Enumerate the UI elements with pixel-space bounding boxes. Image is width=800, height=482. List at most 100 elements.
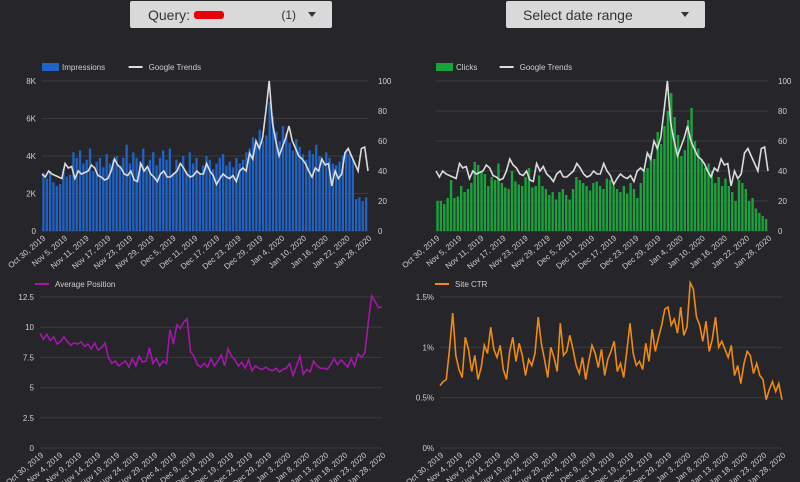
bar — [747, 201, 751, 231]
bar — [727, 186, 731, 231]
bar — [595, 181, 598, 231]
bar — [460, 186, 463, 231]
bar — [707, 163, 710, 231]
y-tick-label: 0.5% — [416, 394, 434, 403]
bar — [510, 171, 514, 231]
legend-label: Average Position — [55, 280, 115, 289]
bar — [308, 150, 311, 231]
bar — [182, 156, 185, 231]
bar — [581, 183, 585, 231]
bar — [188, 152, 191, 231]
y2-tick-label: 20 — [378, 197, 387, 206]
bar — [456, 196, 460, 231]
bar — [122, 157, 125, 231]
bar — [585, 186, 588, 231]
bar — [632, 189, 636, 231]
bar — [466, 189, 470, 231]
date-range-dropdown[interactable]: Select date range — [506, 1, 705, 28]
bar — [338, 161, 341, 231]
bar — [680, 156, 683, 231]
bar — [321, 161, 325, 231]
bar — [629, 183, 632, 231]
bar — [734, 201, 737, 231]
bar — [500, 183, 504, 231]
query-filter-label: Query: — [148, 6, 191, 23]
bar — [72, 152, 75, 231]
bar — [345, 150, 348, 231]
bar — [65, 176, 68, 231]
bar — [178, 167, 182, 231]
y-tick-label: 4K — [26, 152, 36, 161]
bar — [754, 208, 758, 231]
bar — [155, 165, 158, 231]
bar — [575, 177, 578, 231]
bar — [504, 187, 507, 231]
bar — [258, 129, 261, 231]
google-trends-line — [41, 80, 369, 187]
bar — [285, 133, 288, 231]
bar — [42, 172, 45, 231]
bar — [95, 161, 98, 231]
bar — [265, 135, 268, 231]
bar — [148, 159, 152, 231]
bar — [493, 180, 497, 231]
bar — [527, 168, 531, 231]
y-tick-label: 0 — [30, 444, 35, 453]
bar — [112, 159, 115, 231]
y-tick-label: 10 — [25, 323, 34, 332]
bar — [142, 148, 145, 231]
bar — [714, 183, 717, 231]
legend-label: Site CTR — [455, 280, 488, 289]
bar — [218, 157, 221, 231]
bar — [68, 174, 72, 231]
bar — [152, 152, 155, 231]
bar — [676, 135, 680, 231]
bar — [52, 182, 55, 231]
bar — [48, 171, 52, 231]
bar — [463, 192, 466, 231]
bar — [198, 172, 201, 231]
bar — [55, 186, 58, 231]
bar — [288, 142, 291, 231]
query-filter-dropdown[interactable]: Query: (1) — [130, 1, 332, 28]
bar — [602, 189, 605, 231]
y-tick-label: 6K — [26, 115, 36, 124]
bar — [328, 157, 331, 231]
bar — [470, 183, 473, 231]
bar — [751, 198, 754, 231]
bar — [245, 152, 248, 231]
bar — [578, 180, 581, 231]
bar — [642, 171, 646, 231]
chevron-down-icon — [681, 12, 689, 17]
y2-tick-label: 100 — [778, 77, 792, 86]
bar — [605, 178, 609, 231]
bar — [476, 165, 480, 231]
bar — [646, 168, 649, 231]
bar — [764, 219, 768, 231]
bar — [108, 163, 112, 231]
impressions-chart[interactable]: Impressions Google Trends 0 2K 4K 6K 8K 0 20 40 60… — [0, 55, 400, 270]
bar — [622, 186, 626, 231]
bar — [598, 186, 602, 231]
bar — [490, 177, 493, 231]
y-tick-label: 12.5 — [18, 293, 34, 302]
bar — [626, 193, 629, 231]
series-line — [439, 280, 783, 400]
bar — [487, 186, 490, 231]
bar — [544, 189, 548, 231]
bar — [673, 117, 676, 231]
bar — [231, 167, 235, 231]
bar — [248, 148, 251, 231]
bar — [341, 156, 345, 231]
bar — [446, 198, 449, 231]
legend-label: Impressions — [62, 63, 105, 72]
bar — [185, 171, 188, 231]
bar — [235, 157, 238, 231]
redaction-mark — [194, 10, 225, 19]
y-tick-label: 2K — [26, 190, 36, 199]
y-tick-label: 0 — [32, 227, 37, 236]
bar — [724, 178, 727, 231]
